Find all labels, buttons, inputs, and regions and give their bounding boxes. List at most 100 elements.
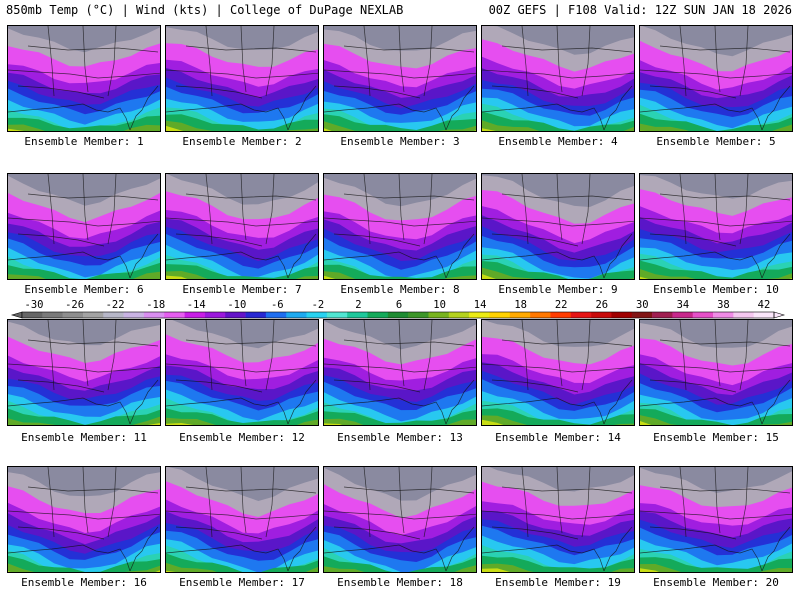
member-caption-3: Ensemble Member: 3 bbox=[340, 135, 460, 148]
colorbar-swatch bbox=[245, 312, 267, 318]
temperature-field-5 bbox=[640, 26, 792, 131]
colorbar-swatch bbox=[530, 312, 551, 318]
temperature-field-13 bbox=[324, 320, 476, 425]
member-caption-4: Ensemble Member: 4 bbox=[498, 135, 618, 148]
temperature-field-14 bbox=[482, 320, 634, 425]
colorbar-swatch bbox=[367, 312, 389, 318]
member-caption-15: Ensemble Member: 15 bbox=[653, 431, 779, 444]
member-map-19 bbox=[481, 466, 635, 573]
temperature-colorbar: -30 -26 -22 -18 -14 -10 -6 -2 2 6 10 14 18 22 26 30 34 38… bbox=[10, 299, 786, 319]
member-caption-10: Ensemble Member: 10 bbox=[653, 283, 779, 296]
colorbar-swatch bbox=[692, 312, 714, 318]
member-caption-18: Ensemble Member: 18 bbox=[337, 576, 463, 589]
colorbar-swatch bbox=[408, 312, 429, 318]
temperature-field-17 bbox=[166, 467, 318, 572]
member-map-20 bbox=[639, 466, 793, 573]
colorbar-tick-label: 6 bbox=[396, 299, 402, 311]
header-valid-time: 00Z GEFS | F108 Valid: 12Z SUN JAN 18 20… bbox=[488, 3, 792, 17]
colorbar-tick-label: -22 bbox=[106, 299, 125, 311]
member-caption-19: Ensemble Member: 19 bbox=[495, 576, 621, 589]
member-caption-1: Ensemble Member: 1 bbox=[24, 135, 144, 148]
member-map-15 bbox=[639, 319, 793, 426]
colorbar-tick-label: 18 bbox=[514, 299, 527, 311]
member-map-18 bbox=[323, 466, 477, 573]
colorbar-min-arrow bbox=[10, 311, 23, 319]
colorbar-swatch bbox=[652, 312, 673, 318]
colorbar-swatch bbox=[713, 312, 734, 318]
member-map-7 bbox=[165, 173, 319, 280]
colorbar-tick-label: -6 bbox=[271, 299, 284, 311]
colorbar-swatch bbox=[82, 312, 104, 318]
colorbar-swatch bbox=[347, 312, 368, 318]
colorbar-swatch bbox=[204, 312, 226, 318]
colorbar-swatch bbox=[306, 312, 328, 318]
member-map-12 bbox=[165, 319, 319, 426]
member-map-17 bbox=[165, 466, 319, 573]
colorbar-swatch bbox=[753, 312, 775, 318]
member-caption-8: Ensemble Member: 8 bbox=[340, 283, 460, 296]
temperature-field-18 bbox=[324, 467, 476, 572]
colorbar-tick-label: -18 bbox=[146, 299, 165, 311]
member-map-2 bbox=[165, 25, 319, 132]
colorbar-swatch bbox=[225, 312, 246, 318]
colorbar-swatch bbox=[489, 312, 511, 318]
temperature-field-8 bbox=[324, 174, 476, 279]
colorbar-swatch bbox=[164, 312, 185, 318]
colorbar-tick-label: -10 bbox=[227, 299, 246, 311]
colorbar-swatch bbox=[184, 312, 206, 318]
colorbar-tick-label: 42 bbox=[758, 299, 771, 311]
temperature-field-1 bbox=[8, 26, 160, 131]
colorbar-tick-label: 2 bbox=[355, 299, 361, 311]
colorbar-tick-label: 22 bbox=[555, 299, 568, 311]
member-map-13 bbox=[323, 319, 477, 426]
member-map-6 bbox=[7, 173, 161, 280]
colorbar-tick-label: 30 bbox=[636, 299, 649, 311]
colorbar-swatch bbox=[387, 312, 409, 318]
temperature-field-4 bbox=[482, 26, 634, 131]
colorbar-swatch bbox=[326, 312, 348, 318]
colorbar-tick-label: -2 bbox=[312, 299, 325, 311]
colorbar-swatch bbox=[550, 312, 572, 318]
member-map-8 bbox=[323, 173, 477, 280]
member-caption-7: Ensemble Member: 7 bbox=[182, 283, 302, 296]
colorbar-swatch bbox=[123, 312, 145, 318]
temperature-field-20 bbox=[640, 467, 792, 572]
member-caption-14: Ensemble Member: 14 bbox=[495, 431, 621, 444]
colorbar-tick-label: 10 bbox=[433, 299, 446, 311]
colorbar-swatch bbox=[733, 312, 754, 318]
colorbar-swatch bbox=[62, 312, 84, 318]
colorbar-swatch bbox=[611, 312, 633, 318]
member-caption-20: Ensemble Member: 20 bbox=[653, 576, 779, 589]
colorbar-swatch bbox=[509, 312, 531, 318]
temperature-field-15 bbox=[640, 320, 792, 425]
member-caption-5: Ensemble Member: 5 bbox=[656, 135, 776, 148]
temperature-field-19 bbox=[482, 467, 634, 572]
member-caption-16: Ensemble Member: 16 bbox=[21, 576, 147, 589]
member-caption-11: Ensemble Member: 11 bbox=[21, 431, 147, 444]
colorbar-swatch bbox=[448, 312, 470, 318]
colorbar-tick-label: 26 bbox=[595, 299, 608, 311]
colorbar-swatch bbox=[143, 312, 165, 318]
member-caption-13: Ensemble Member: 13 bbox=[337, 431, 463, 444]
colorbar-swatch bbox=[631, 312, 653, 318]
colorbar-swatch bbox=[265, 312, 287, 318]
colorbar-tick-label: 38 bbox=[717, 299, 730, 311]
colorbar-tick-label: 34 bbox=[677, 299, 690, 311]
header-title: 850mb Temp (°C) | Wind (kts) | College o… bbox=[6, 3, 404, 17]
member-caption-2: Ensemble Member: 2 bbox=[182, 135, 302, 148]
member-map-4 bbox=[481, 25, 635, 132]
member-map-5 bbox=[639, 25, 793, 132]
temperature-field-16 bbox=[8, 467, 160, 572]
colorbar-tick-label: -30 bbox=[25, 299, 44, 311]
colorbar-tick-label: -26 bbox=[65, 299, 84, 311]
member-caption-17: Ensemble Member: 17 bbox=[179, 576, 305, 589]
colorbar-swatch bbox=[672, 312, 693, 318]
colorbar-swatch bbox=[103, 312, 124, 318]
member-caption-6: Ensemble Member: 6 bbox=[24, 283, 144, 296]
colorbar-swatch bbox=[286, 312, 307, 318]
member-map-10 bbox=[639, 173, 793, 280]
colorbar-swatch bbox=[22, 312, 43, 318]
temperature-field-11 bbox=[8, 320, 160, 425]
colorbar-swatch bbox=[570, 312, 592, 318]
member-caption-12: Ensemble Member: 12 bbox=[179, 431, 305, 444]
